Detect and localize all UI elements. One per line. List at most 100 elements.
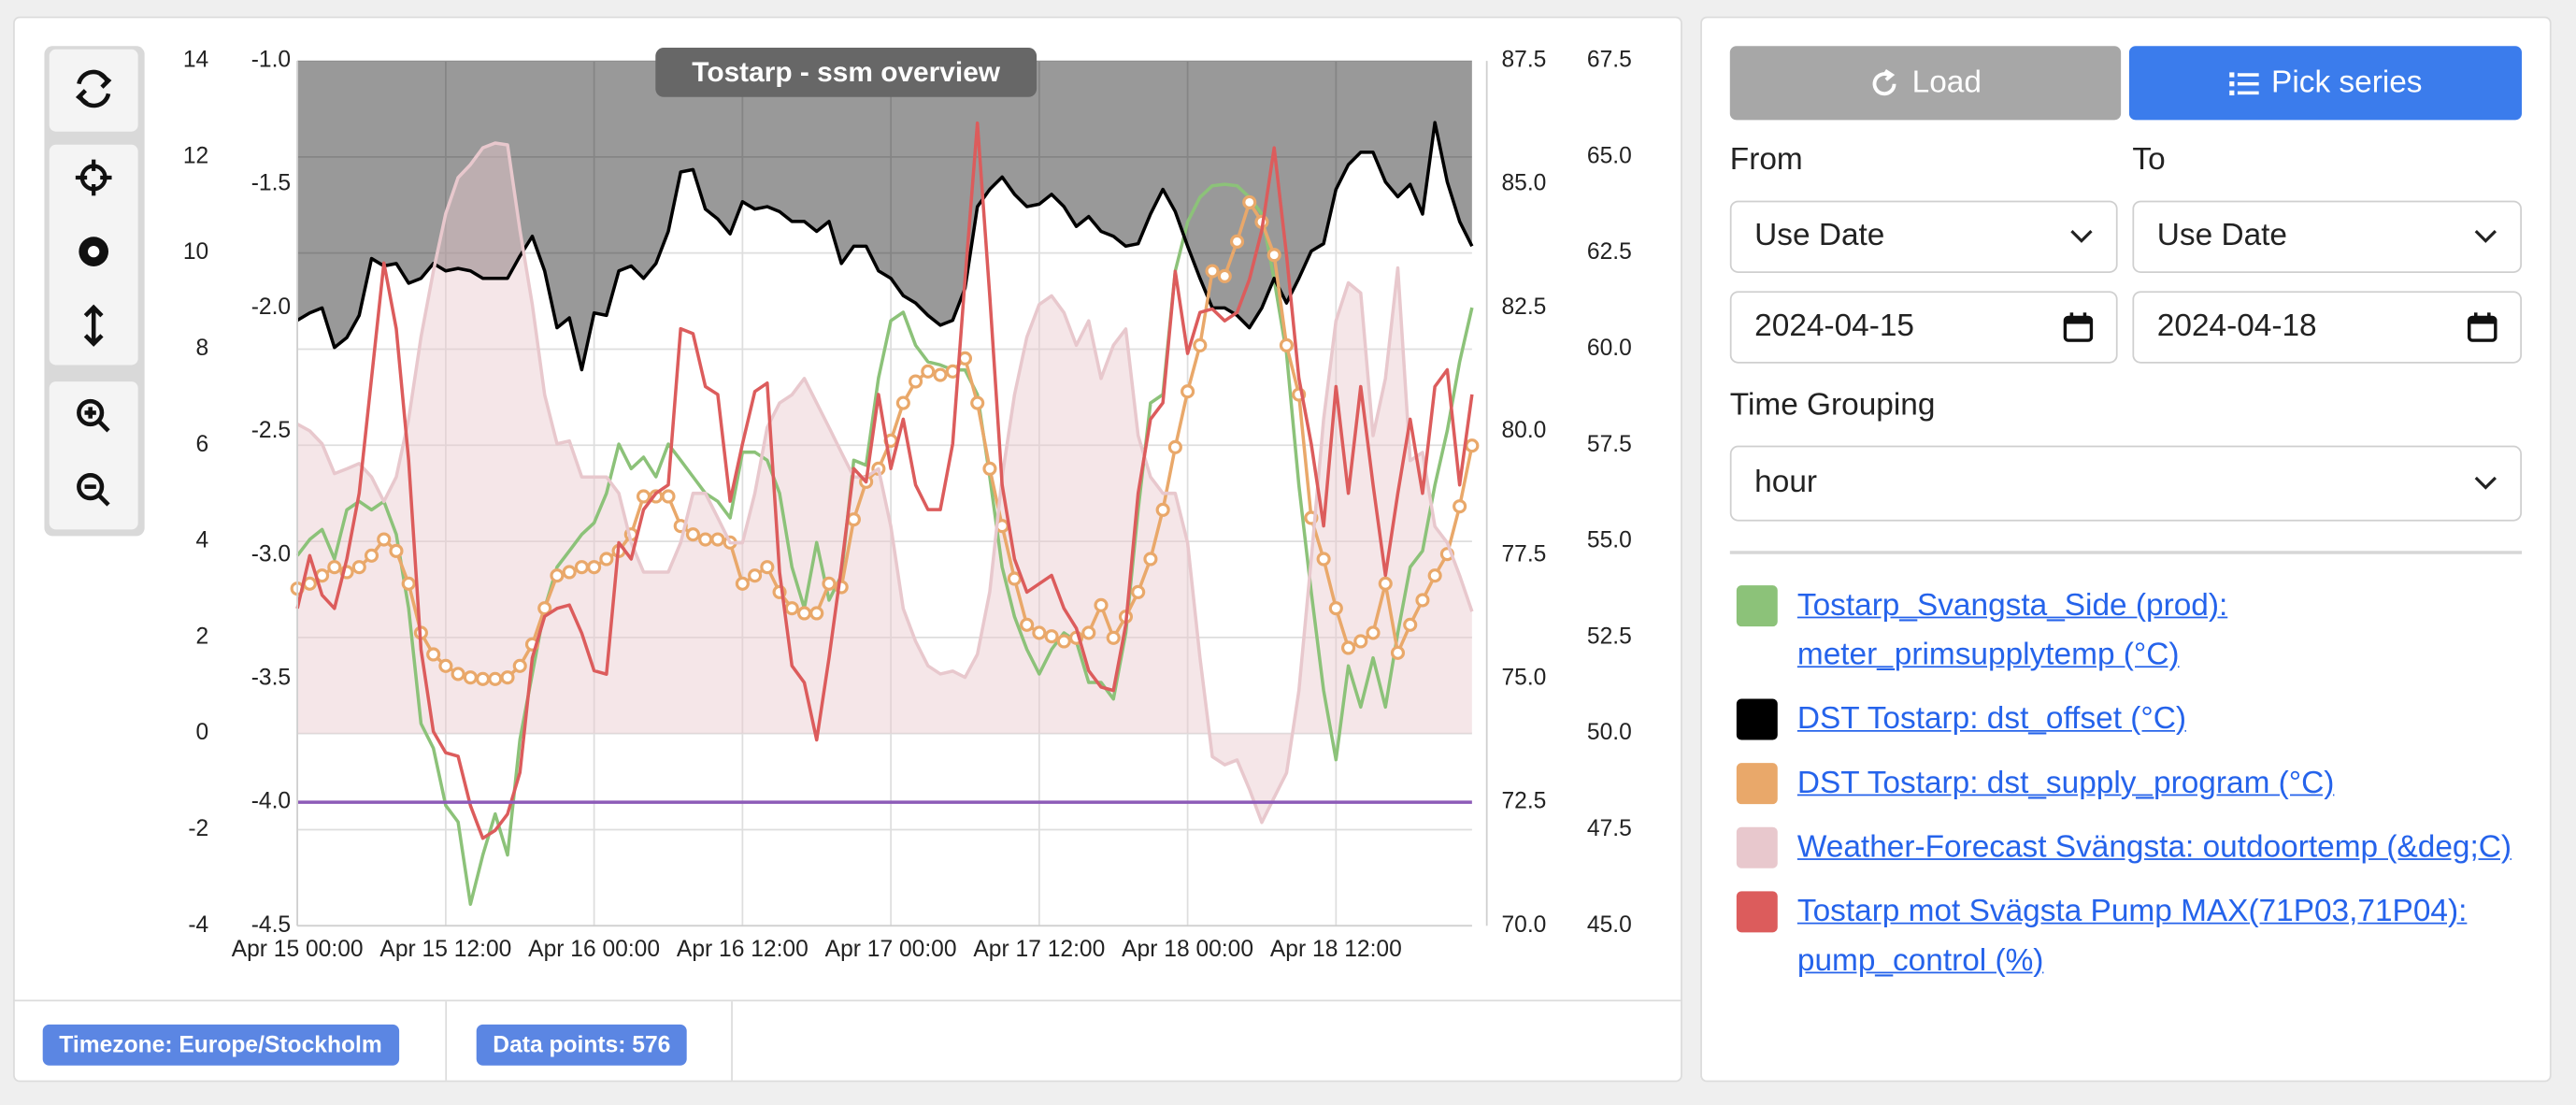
y-tick-label: 55.0 bbox=[1587, 528, 1632, 553]
y-tick-label: 75.0 bbox=[1501, 665, 1546, 690]
point bbox=[661, 489, 676, 504]
to-date-input[interactable]: 2024-04-18 bbox=[2132, 291, 2522, 364]
legend-swatch bbox=[1736, 698, 1778, 740]
point bbox=[982, 461, 997, 476]
title-badge bbox=[655, 48, 1038, 97]
point bbox=[1020, 617, 1035, 632]
crosshair-icon[interactable] bbox=[75, 159, 112, 196]
point bbox=[537, 601, 552, 616]
chart: -4 -2 0 2 4 6 8 10 12 14 -4.5 -4.0 -3.5 -3.0 -2.5 -2.0 -… bbox=[44, 46, 1632, 962]
legend: Tostarp_Svangsta_Side (prod): meter_prim… bbox=[1733, 582, 2522, 987]
y-tick-label: 82.5 bbox=[1501, 294, 1546, 320]
zoom-out-icon[interactable] bbox=[77, 473, 110, 507]
legend-link[interactable]: Tostarp mot Svägsta Pump MAX(71P03,71P04… bbox=[1796, 894, 2468, 979]
point bbox=[1193, 337, 1208, 352]
point bbox=[438, 658, 453, 673]
reset-button[interactable] bbox=[49, 49, 138, 132]
point bbox=[562, 565, 577, 580]
legend-swatch bbox=[1736, 763, 1778, 805]
y-tick-label: -4 bbox=[188, 912, 208, 938]
from-mode-value: Use Date bbox=[1754, 218, 1885, 253]
y-tick-label: 62.5 bbox=[1587, 239, 1632, 265]
y-tick-label: 50.0 bbox=[1587, 720, 1632, 745]
point bbox=[1353, 634, 1368, 649]
y-tick-label: 67.5 bbox=[1587, 48, 1632, 73]
to-mode-select[interactable]: Use Date bbox=[2132, 200, 2522, 273]
y-tick-label: 52.5 bbox=[1587, 624, 1632, 649]
to-date-value: 2024-04-18 bbox=[2156, 309, 2317, 344]
point bbox=[735, 576, 750, 591]
chart-title: Tostarp - ssm overview bbox=[692, 57, 1000, 88]
point bbox=[1465, 438, 1480, 453]
point bbox=[1044, 629, 1059, 644]
y-tick-label: 14 bbox=[183, 48, 208, 73]
legend-link[interactable]: Weather-Forecast Svängsta: outdoortemp (… bbox=[1796, 830, 2512, 866]
legend-swatch bbox=[1736, 585, 1778, 627]
point bbox=[401, 576, 416, 591]
point bbox=[1453, 499, 1467, 514]
from-date-input[interactable]: 2024-04-15 bbox=[1729, 291, 2118, 364]
y-tick-label: 8 bbox=[196, 336, 209, 361]
toolbar bbox=[44, 46, 145, 537]
y-tick-label: 70.0 bbox=[1501, 912, 1546, 938]
legend-item: DST Tostarp: dst_supply_program (°C) bbox=[1733, 760, 2522, 810]
legend-link[interactable]: DST Tostarp: dst_supply_program (°C) bbox=[1796, 766, 2335, 801]
y-tick-label: 60.0 bbox=[1587, 336, 1632, 361]
x-tick-label: Apr 16 12:00 bbox=[677, 937, 809, 962]
data-points-badge: Data points: 576 bbox=[476, 1024, 687, 1066]
x-tick-label: Apr 18 00:00 bbox=[1122, 937, 1253, 962]
point bbox=[1328, 601, 1343, 616]
area bbox=[297, 142, 1472, 823]
pick-series-button[interactable]: Pick series bbox=[2128, 46, 2522, 121]
grouping-select[interactable]: hour bbox=[1729, 445, 2522, 522]
point bbox=[822, 576, 837, 591]
y-tick-label: 12 bbox=[183, 143, 208, 168]
from-date-value: 2024-04-15 bbox=[1754, 309, 1915, 344]
footer-separator bbox=[445, 1001, 448, 1081]
point bbox=[351, 560, 366, 575]
load-button[interactable]: Load bbox=[1729, 46, 2122, 121]
point bbox=[921, 364, 936, 379]
areas bbox=[297, 61, 1472, 823]
point bbox=[476, 671, 491, 686]
y-tick-label: 4 bbox=[196, 528, 209, 553]
from-label: From bbox=[1729, 143, 1803, 178]
y-tick-label: 47.5 bbox=[1587, 816, 1632, 841]
legend-link[interactable]: Tostarp_Svangsta_Side (prod): meter_prim… bbox=[1796, 588, 2228, 673]
pan-icon[interactable] bbox=[83, 304, 104, 347]
point bbox=[957, 351, 973, 366]
pick-series-label: Pick series bbox=[2271, 65, 2423, 100]
y-tick-label: 77.5 bbox=[1501, 541, 1546, 567]
reload-icon bbox=[1872, 68, 1896, 95]
point bbox=[909, 374, 923, 389]
x-tick-label: Apr 16 00:00 bbox=[528, 937, 660, 962]
point bbox=[1167, 439, 1182, 454]
y-tick-label: -2.5 bbox=[251, 418, 291, 443]
point bbox=[760, 560, 775, 575]
point bbox=[685, 527, 701, 542]
y-tick-label: -1.5 bbox=[251, 171, 291, 196]
y-tick-label: 65.0 bbox=[1587, 143, 1632, 168]
x-tick-label: Apr 15 12:00 bbox=[379, 937, 511, 962]
series-line bbox=[296, 121, 1474, 372]
y-tick-label: 6 bbox=[196, 432, 209, 457]
point bbox=[1143, 552, 1158, 567]
point bbox=[1131, 584, 1146, 599]
y-tick-label: 10 bbox=[183, 239, 208, 265]
from-mode-select[interactable]: Use Date bbox=[1729, 200, 2118, 273]
point bbox=[512, 658, 527, 673]
point bbox=[970, 395, 985, 410]
legend-link[interactable]: DST Tostarp: dst_offset (°C) bbox=[1796, 702, 2186, 738]
y-tick-label: -3.0 bbox=[251, 541, 291, 567]
y-tick-label: 0 bbox=[196, 720, 209, 745]
series-line bbox=[296, 141, 1474, 825]
legend-item: DST Tostarp: dst_offset (°C) bbox=[1733, 696, 2522, 745]
legend-swatch bbox=[1736, 826, 1778, 868]
zoom-in-icon[interactable] bbox=[77, 398, 110, 433]
point bbox=[1081, 625, 1096, 640]
y-tick-label: 87.5 bbox=[1501, 48, 1546, 73]
point-icon[interactable] bbox=[79, 237, 109, 266]
point bbox=[1205, 264, 1220, 279]
